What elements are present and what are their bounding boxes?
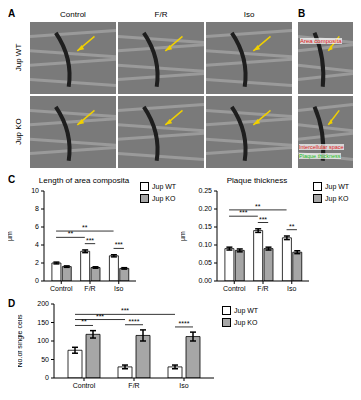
svg-text:***: *** <box>86 237 94 244</box>
html-text:F/R: F/R <box>154 10 168 19</box>
svg-text:F/R: F/R <box>257 285 268 292</box>
svg-text:8: 8 <box>35 205 39 212</box>
html-text:A: A <box>8 8 16 19</box>
svg-text:**: ** <box>81 318 87 325</box>
svg-text:Control: Control <box>223 285 246 292</box>
svg-text:0.05: 0.05 <box>198 259 212 266</box>
svg-text:Control: Control <box>50 285 73 292</box>
html-text:Control: Control <box>60 10 86 19</box>
svg-text:µm: µm <box>8 231 14 241</box>
html-text:C: C <box>8 174 16 185</box>
svg-text:10: 10 <box>31 187 39 194</box>
svg-text:0: 0 <box>35 277 39 284</box>
html-text:D: D <box>8 298 16 309</box>
html-text:Jup WT: Jup WT <box>152 183 177 190</box>
html-text:Jup WT: Jup WT <box>234 307 259 314</box>
svg-text:0.10: 0.10 <box>198 241 212 248</box>
html-text:Iso: Iso <box>243 10 255 19</box>
html-text:Length of area composita: Length of area composita <box>38 176 130 185</box>
svg-text:Control: Control <box>73 382 96 389</box>
html-text:Jup KO: Jup KO <box>325 195 349 202</box>
svg-text:150: 150 <box>37 319 49 326</box>
html-text:B: B <box>298 8 306 19</box>
svg-text:50: 50 <box>41 356 49 363</box>
svg-text:0.15: 0.15 <box>198 223 212 230</box>
html-text:Area composita: Area composita <box>300 38 342 44</box>
svg-text:F/R: F/R <box>128 382 139 389</box>
svg-text:2: 2 <box>35 259 39 266</box>
html-text:Jup WT: Jup WT <box>13 43 23 72</box>
svg-text:No.of single cells: No.of single cells <box>18 314 24 367</box>
svg-text:F/R: F/R <box>84 285 95 292</box>
svg-text:4: 4 <box>35 241 39 248</box>
html-text:Plaque thickness: Plaque thickness <box>226 176 288 185</box>
html-text:Jup WT: Jup WT <box>325 183 350 190</box>
svg-text:100: 100 <box>37 337 49 344</box>
html-text:Intercellular space: Intercellular space <box>299 144 344 150</box>
svg-text:0.25: 0.25 <box>198 187 212 194</box>
svg-text:**: ** <box>68 230 74 237</box>
svg-text:Iso: Iso <box>114 285 123 292</box>
svg-text:**: ** <box>255 203 261 210</box>
svg-text:µm: µm <box>181 231 187 241</box>
svg-text:0.20: 0.20 <box>198 205 212 212</box>
html-text:Jup KO: Jup KO <box>234 319 258 326</box>
svg-text:***: *** <box>239 209 247 216</box>
svg-text:***: *** <box>96 313 104 320</box>
svg-text:**: ** <box>82 224 88 231</box>
svg-text:****: **** <box>179 320 190 327</box>
svg-text:**: ** <box>289 223 295 230</box>
svg-text:0: 0 <box>45 374 49 381</box>
svg-text:Iso: Iso <box>179 382 188 389</box>
svg-text:6: 6 <box>35 223 39 230</box>
svg-text:***: *** <box>115 241 123 248</box>
svg-text:200: 200 <box>37 300 49 307</box>
svg-text:0.00: 0.00 <box>198 277 212 284</box>
html-text:Jup KO: Jup KO <box>13 118 23 145</box>
svg-text:***: *** <box>259 216 267 223</box>
svg-text:Iso: Iso <box>287 285 296 292</box>
svg-text:****: **** <box>129 318 140 325</box>
svg-text:***: *** <box>121 307 129 314</box>
html-text:Plaque thickness: Plaque thickness <box>299 153 341 159</box>
html-text:Jup KO: Jup KO <box>152 195 176 202</box>
